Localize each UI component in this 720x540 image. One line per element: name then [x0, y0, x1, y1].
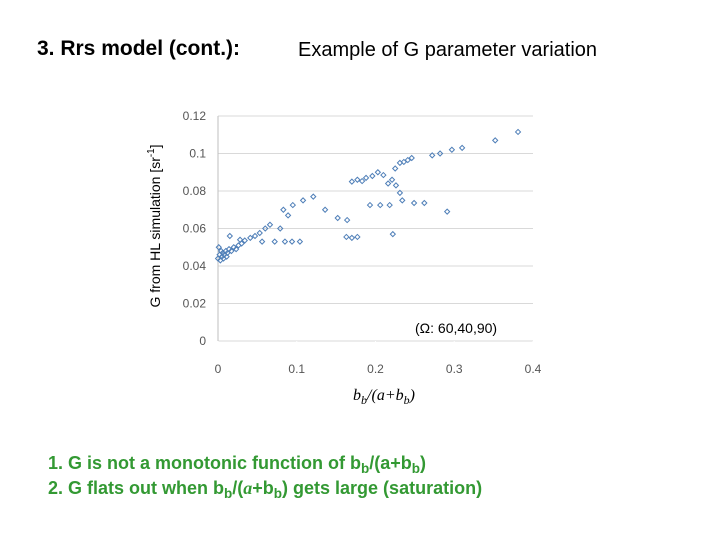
text-part: +b [252, 478, 274, 498]
point [491, 137, 499, 144]
point [289, 201, 297, 209]
point [215, 244, 222, 251]
y-tick-label: 0.1 [189, 147, 206, 161]
point [380, 171, 387, 179]
text-part: b [353, 387, 361, 404]
text-part: /(a+b [366, 387, 404, 404]
text-part: 1. G is not a monotonic function of b [48, 453, 361, 473]
point [247, 234, 254, 242]
slide-subtitle: Example of G parameter variation [298, 39, 597, 61]
point [280, 206, 287, 213]
point [299, 197, 307, 204]
y-tick-label: 0.02 [183, 297, 207, 311]
annotation: (Ω: 60,40,90) [415, 320, 497, 336]
point [366, 201, 374, 209]
point [421, 199, 428, 207]
point [343, 216, 351, 224]
y-tick-label: 0 [199, 334, 206, 348]
point [448, 146, 456, 153]
text-part: -1 [146, 148, 157, 157]
point [223, 253, 230, 260]
y-tick-label: 0.12 [183, 109, 207, 123]
point [348, 234, 356, 242]
point [334, 214, 341, 222]
x-axis-label: bb/(a+bb) [353, 387, 415, 407]
x-tick-label: 0.4 [525, 362, 542, 376]
x-tick-label: 0.2 [367, 362, 384, 376]
point [369, 172, 376, 180]
text-part: G from HL simulation [sr [147, 157, 163, 308]
point [348, 178, 356, 185]
text-part: ) gets large (saturation) [282, 478, 482, 498]
point [377, 201, 384, 209]
slide-title: 3. Rrs model (cont.): [37, 37, 240, 60]
y-tick-label: 0.08 [183, 184, 207, 198]
y-tick-label: 0.04 [183, 259, 207, 273]
point [256, 229, 263, 237]
text-part: /( [232, 478, 243, 498]
point [410, 199, 418, 207]
point [400, 158, 408, 166]
point [388, 176, 396, 183]
point [362, 174, 370, 182]
point [310, 193, 317, 200]
point [404, 156, 411, 164]
y-tick-label: 0.06 [183, 222, 207, 236]
point [514, 128, 522, 136]
point [236, 236, 244, 243]
point [251, 232, 259, 240]
point [228, 247, 235, 255]
text-part: b [404, 393, 410, 407]
point [443, 208, 451, 215]
point [232, 245, 240, 253]
note: 2. G flats out when bb/(a+bb) gets large… [48, 478, 482, 501]
point [271, 238, 278, 245]
text-part: b [361, 393, 367, 407]
point [389, 230, 397, 238]
point [262, 225, 269, 232]
text-part: b [361, 461, 369, 476]
point [281, 238, 289, 245]
point [399, 197, 406, 204]
point [226, 232, 234, 240]
point [386, 201, 393, 209]
point [428, 152, 436, 159]
point [384, 180, 392, 187]
text-part: b [224, 486, 232, 501]
point [374, 169, 382, 176]
y-axis-label: G from HL simulation [sr-1] [146, 144, 163, 307]
point [458, 144, 466, 152]
text-part: /(a+b [369, 453, 412, 473]
point [436, 150, 444, 157]
point [277, 225, 284, 232]
point [396, 189, 404, 197]
point [288, 238, 296, 245]
text-part: ) [420, 453, 426, 473]
point [354, 233, 361, 241]
point [343, 233, 350, 241]
point [258, 238, 266, 245]
point [321, 206, 329, 213]
point [408, 154, 415, 162]
text-part: ) [409, 387, 415, 404]
point [391, 165, 399, 172]
text-part: 2. G flats out when b [48, 478, 224, 498]
point [354, 176, 361, 183]
x-tick-label: 0 [215, 362, 222, 376]
point [296, 238, 304, 245]
text-part: b [412, 461, 420, 476]
text-part: b [274, 486, 282, 501]
point [358, 177, 366, 185]
point [392, 182, 400, 189]
x-tick-label: 0.1 [288, 362, 305, 376]
text-part: a [243, 478, 252, 498]
note: 1. G is not a monotonic function of bb/(… [48, 453, 426, 476]
point [284, 212, 292, 219]
text-part: ] [147, 144, 163, 148]
point [266, 221, 274, 228]
x-tick-label: 0.3 [446, 362, 463, 376]
